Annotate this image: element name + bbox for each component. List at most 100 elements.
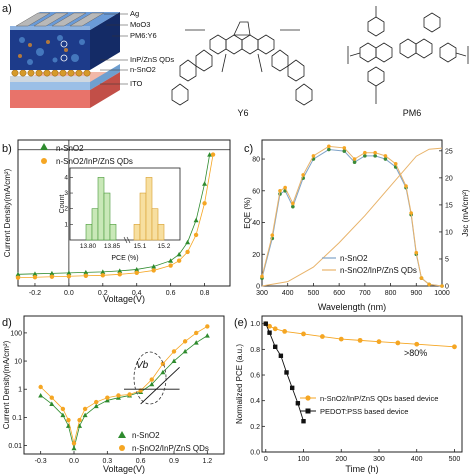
d-point-1-7	[94, 399, 99, 405]
b-point-1-13	[202, 201, 207, 206]
inset-xtick-label-3: 15.2	[158, 243, 171, 250]
inset-bar-1-0	[133, 224, 141, 241]
inset-bar-0-0	[85, 224, 93, 241]
d-point-1-3	[66, 417, 71, 423]
panel-b: b) Voltage(V) Current Density(mA/cm²) -0…	[2, 139, 231, 304]
inset-break-0	[123, 236, 128, 244]
c-ytick-label-2: 40	[252, 220, 260, 227]
panel-c-y2label: Jsc (mA/cm²)	[461, 189, 470, 236]
e-point-1-0	[263, 321, 268, 326]
e-point-0-10	[414, 341, 420, 347]
panel-e-annotation: >80%	[404, 348, 427, 358]
inset-xtick-label-1: 13.85	[104, 243, 121, 250]
c-point-1-5	[301, 173, 305, 177]
e-point-0-5	[319, 334, 325, 339]
c-point-1-12	[383, 154, 388, 158]
b-point-0-3	[66, 270, 72, 275]
panel-d-series	[38, 324, 210, 451]
d-point-1-15	[182, 339, 188, 344]
layer-labels: Ag MoO3 PM6:Y6 InP/ZnS QDs n-SnO2 ITO	[100, 9, 174, 88]
legend-c-label-1: n-SnO2/InP/ZnS QDs	[340, 266, 417, 275]
panel-b-xticks: -0.2 0.0 0.2 0.4 0.6 0.8	[29, 283, 210, 297]
panel-c-legend: n-SnO2 n-SnO2/InP/ZnS QDs	[322, 254, 417, 275]
e-ytick-label-2: 0.4	[250, 398, 260, 405]
c-point-1-14	[404, 184, 408, 188]
c-point-1-9	[352, 157, 357, 161]
d-xtick-label-5: 1.2	[202, 458, 212, 465]
c-y2tick-label-2: 10	[445, 229, 453, 236]
c-point-1-0	[260, 274, 264, 279]
c-point-1-13	[393, 162, 398, 166]
e-xtick-label-2: 200	[335, 456, 347, 463]
d-point-1-17	[205, 324, 210, 329]
vb-ellipse	[133, 351, 167, 405]
e-ytick-label-5: 1.0	[250, 321, 260, 328]
c-point-1-3	[283, 185, 287, 190]
c-y2tick-label-3: 15	[445, 202, 453, 209]
panel-e-ticks: 0 100 200 300 400 500 0.0 0.2 0.4 0.6 0.8 1.0	[250, 321, 460, 463]
c-point-0-7	[327, 147, 331, 152]
c-point-1-10	[363, 150, 367, 155]
c-xtick-label-0: 300	[256, 290, 268, 297]
c-point-1-17	[419, 276, 424, 280]
b-xtick-label-3: 0.4	[132, 290, 142, 297]
panel-b-label: b)	[2, 143, 12, 155]
layer-active: PM6:Y6	[130, 31, 157, 40]
d-series-line-0	[40, 335, 208, 449]
b-point-0-5	[100, 269, 106, 274]
inset-xlabel: PCE (%)	[111, 255, 138, 262]
e-ytick-label-4: 0.8	[250, 347, 260, 354]
b-xtick-label-4: 0.6	[166, 290, 176, 297]
d-ytick-label-3: 10	[14, 359, 22, 366]
inset-ylabel: Count	[59, 195, 66, 214]
d-point-1-13	[160, 361, 166, 366]
inset-xtick-label-0: 13.80	[80, 243, 97, 250]
panel-c-frame	[261, 139, 443, 287]
b-point-1-14	[210, 152, 216, 157]
e-point-1-6	[295, 401, 301, 406]
c-jsc-line-0	[261, 147, 443, 287]
e-point-1-7	[301, 419, 306, 424]
b-point-1-12	[193, 232, 199, 238]
b-point-0-1	[32, 271, 38, 276]
c-series-line-1	[261, 145, 443, 287]
e-series-line-1	[265, 323, 304, 422]
e-point-0-6	[338, 336, 344, 342]
inset-bar-1-3	[151, 208, 159, 241]
legend-e-marker-1	[305, 408, 311, 414]
d-point-1-9	[116, 393, 121, 398]
c-y2tick-label-0: 0	[445, 284, 449, 291]
inset-bar-0-2	[97, 177, 105, 241]
e-point-0-8	[376, 339, 382, 345]
panel-c-label: c)	[244, 143, 253, 155]
b-point-1-11	[185, 249, 190, 255]
layer-moo3: MoO3	[130, 20, 150, 29]
c-xtick-label-6: 900	[410, 290, 422, 297]
panel-b-series	[15, 140, 230, 286]
panel-b-ylabel: Current Density(mA/cm²)	[3, 168, 12, 257]
device-stack-illustration	[10, 12, 120, 108]
d-point-0-7	[93, 403, 99, 409]
b-point-1-4	[83, 273, 89, 278]
d-vb-tangent	[140, 366, 180, 405]
panel-c-ylabel: EQE (%)	[243, 197, 252, 229]
c-xtick-label-1: 400	[282, 290, 294, 297]
d-series-line-1	[40, 326, 208, 444]
d-point-0-12	[149, 381, 155, 387]
e-point-0-2	[272, 326, 278, 332]
b-point-1-6	[117, 272, 122, 277]
c-point-1-19	[440, 284, 444, 288]
d-point-1-0	[38, 384, 43, 390]
d-ytick-label-2: 1	[18, 387, 22, 394]
panel-b-inset: Count PCE (%) 1 2 3 4 13.80 13.85 15.1 15.2	[59, 167, 181, 262]
e-point-1-5	[289, 385, 295, 391]
panel-c: c) Wavelength (nm) EQE (%) Jsc (mA/cm²) …	[243, 139, 470, 312]
b-point-0-0	[15, 271, 21, 277]
legend-b-marker-1	[41, 158, 47, 164]
c-ytick-label-3: 60	[252, 188, 260, 195]
b-point-1-7	[134, 270, 139, 276]
b-point-0-12	[193, 217, 199, 223]
inset-bar-1-2	[145, 177, 153, 241]
b-point-0-11	[185, 239, 191, 245]
pm6-structure-illustration	[347, 6, 469, 104]
